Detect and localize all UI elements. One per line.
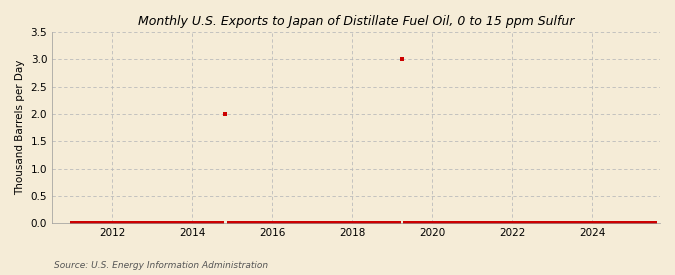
Y-axis label: Thousand Barrels per Day: Thousand Barrels per Day xyxy=(15,60,25,195)
Text: Source: U.S. Energy Information Administration: Source: U.S. Energy Information Administ… xyxy=(54,260,268,270)
Title: Monthly U.S. Exports to Japan of Distillate Fuel Oil, 0 to 15 ppm Sulfur: Monthly U.S. Exports to Japan of Distill… xyxy=(138,15,574,28)
